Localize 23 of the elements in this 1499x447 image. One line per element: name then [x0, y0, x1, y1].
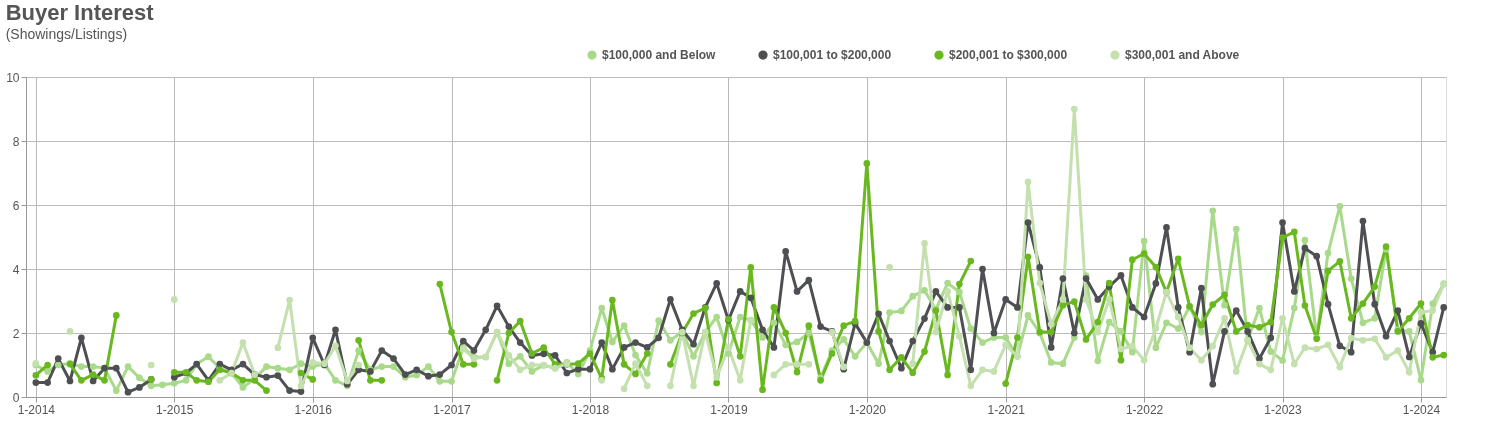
chart-subtitle: (Showings/Listings) [5, 26, 128, 42]
legend-label: $200,001 to $300,000 [949, 48, 1068, 63]
y-tick-label: 2 [12, 326, 20, 341]
x-tick-label: 1-2021 [987, 402, 1026, 417]
x-tick-label: 1-2023 [1264, 402, 1303, 417]
legend-label: $100,001 to $200,000 [773, 48, 892, 63]
y-tick-label: 6 [12, 198, 20, 213]
x-tick-label: 1-2019 [710, 402, 748, 417]
legend-label: $300,001 and Above [1125, 48, 1240, 63]
x-tick-label: 1-2015 [156, 402, 194, 417]
chart-title: Buyer Interest [5, 0, 155, 25]
x-tick-label: 1-2022 [1125, 402, 1164, 417]
y-tick-label: 4 [12, 262, 20, 277]
x-tick-label: 1-2020 [848, 402, 887, 417]
x-tick-label: 1-2014 [17, 402, 56, 417]
x-tick-label: 1-2017 [433, 402, 472, 417]
y-tick-label: 8 [12, 134, 20, 149]
y-tick-label: 0 [12, 390, 20, 405]
y-tick-label: 10 [6, 70, 20, 85]
x-tick-label: 1-2024 [1402, 402, 1441, 417]
legend-label: $100,000 and Below [602, 48, 717, 63]
x-tick-label: 1-2018 [571, 402, 610, 417]
x-tick-label: 1-2016 [294, 402, 333, 417]
